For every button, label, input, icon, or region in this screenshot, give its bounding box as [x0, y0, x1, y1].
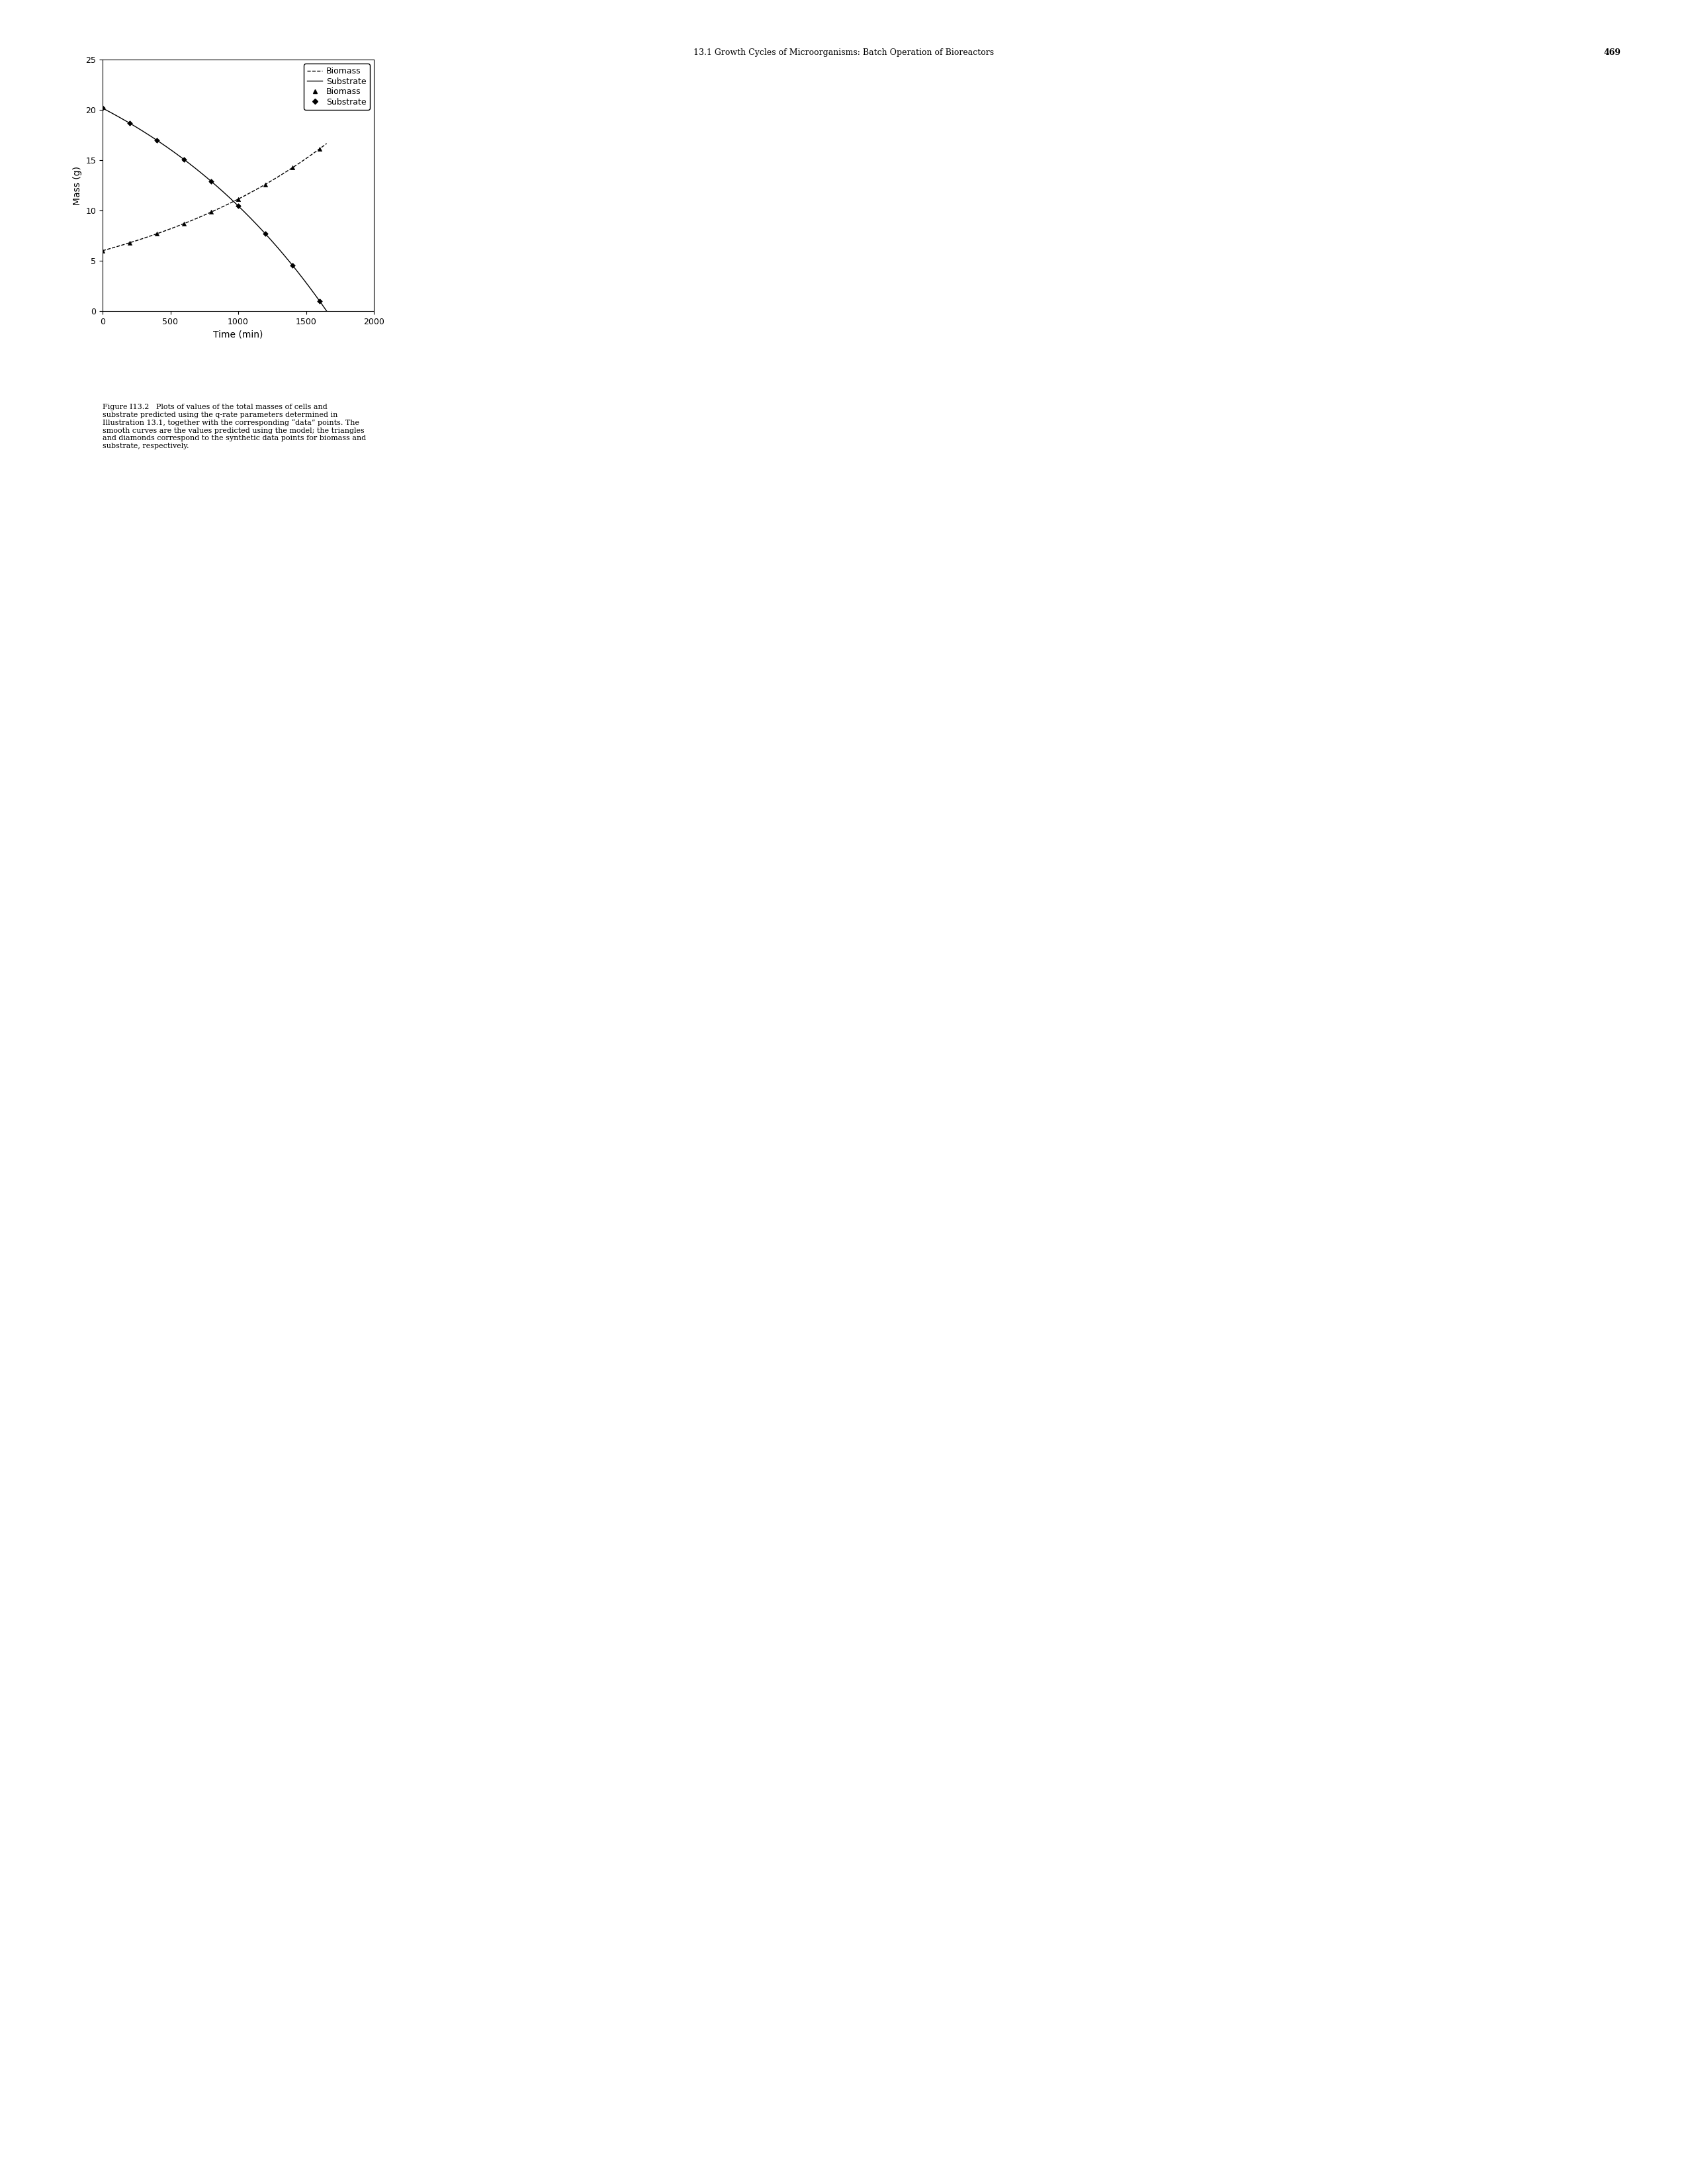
Legend: Biomass, Substrate, Biomass, Substrate: Biomass, Substrate, Biomass, Substrate [304, 63, 370, 109]
Text: 469: 469 [1604, 48, 1620, 57]
Point [225, 188, 252, 223]
Point [252, 216, 279, 251]
Point [143, 122, 170, 157]
Text: 13.1 Growth Cycles of Microorganisms: Batch Operation of Bioreactors: 13.1 Growth Cycles of Microorganisms: Ba… [694, 48, 994, 57]
Point [279, 247, 306, 282]
Point [170, 205, 197, 240]
Point [279, 151, 306, 186]
Point [116, 225, 143, 260]
Point [252, 166, 279, 201]
Point [225, 181, 252, 216]
Point [170, 142, 197, 177]
Y-axis label: Mass (g): Mass (g) [73, 166, 83, 205]
Point [197, 194, 225, 229]
X-axis label: Time (min): Time (min) [213, 330, 263, 339]
Point [197, 164, 225, 199]
Point [143, 216, 170, 251]
Point [89, 92, 116, 127]
Point [306, 284, 333, 319]
Point [116, 105, 143, 140]
Point [306, 131, 333, 166]
Point [89, 234, 116, 269]
Text: Figure I13.2   Plots of values of the total masses of cells and
substrate predic: Figure I13.2 Plots of values of the tota… [103, 404, 366, 450]
